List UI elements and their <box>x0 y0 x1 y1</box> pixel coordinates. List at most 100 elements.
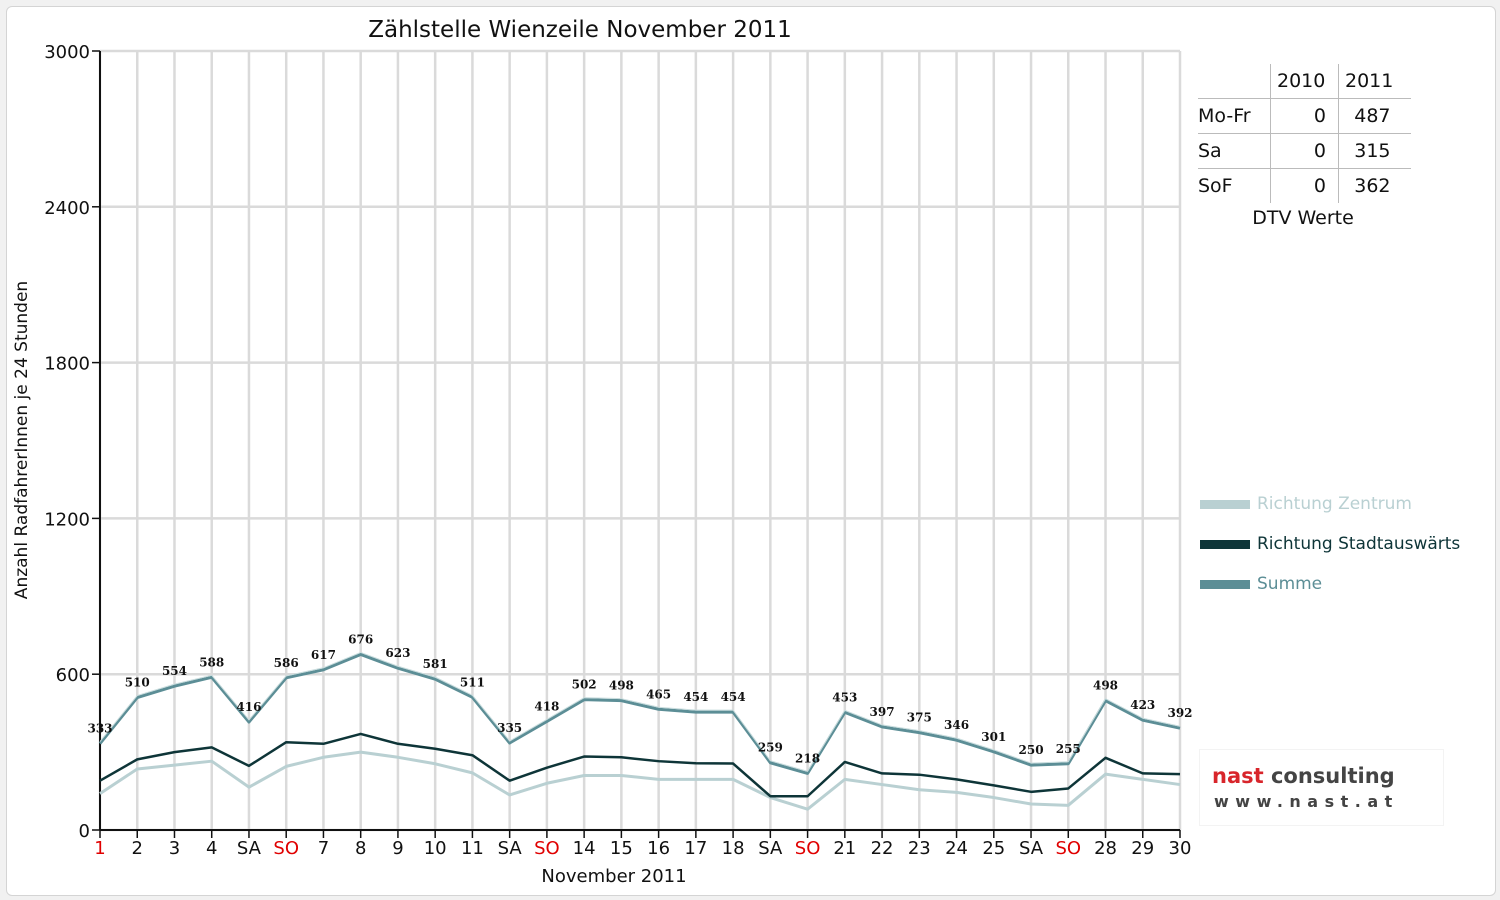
data-label: 554 <box>162 664 187 678</box>
x-tick-label: SO <box>534 838 560 859</box>
legend-item-stadtauswaerts: Richtung Stadtauswärts <box>1200 534 1460 554</box>
x-tick-label: SA <box>498 838 523 859</box>
x-axis-label: November 2011 <box>541 866 686 887</box>
logo-wordmark: nast consulting <box>1212 764 1395 788</box>
data-label: 465 <box>646 687 671 701</box>
nast-consulting-logo: nast consulting www.nast.at <box>1200 750 1443 825</box>
dtv-header-2011: 2011 <box>1338 64 1411 99</box>
dtv-row: Sa 0 315 <box>1198 133 1411 169</box>
legend-label: Richtung Zentrum <box>1257 494 1412 514</box>
dtv-value-2011: 487 <box>1338 98 1411 134</box>
data-label: 510 <box>125 676 150 690</box>
data-label: 375 <box>907 711 932 725</box>
data-label: 617 <box>311 648 336 662</box>
dtv-row-label: SoF <box>1198 168 1271 203</box>
dtv-row-label: Mo-Fr <box>1198 98 1271 134</box>
y-axis-label: Anzahl RadfahrerInnen je 24 Stunden <box>12 281 32 599</box>
x-tick-label: 2 <box>132 838 143 859</box>
x-tick-label: SA <box>237 838 262 859</box>
data-label: 218 <box>795 751 820 765</box>
x-tick-label: SO <box>273 838 299 859</box>
y-tick-label: 3000 <box>44 42 90 63</box>
data-label: 255 <box>1056 742 1081 756</box>
legend-swatch <box>1200 539 1250 549</box>
x-tick-label: 15 <box>610 838 633 859</box>
legend-label: Summe <box>1257 574 1323 594</box>
legend-swatch <box>1200 499 1250 509</box>
x-tick-label: 28 <box>1094 838 1117 859</box>
y-tick-label: 600 <box>56 665 90 686</box>
y-tick-label: 1200 <box>44 509 90 530</box>
data-label: 502 <box>572 678 597 692</box>
legend-item-zentrum: Richtung Zentrum <box>1200 494 1412 514</box>
x-tick-label: 14 <box>573 838 596 859</box>
data-label: 454 <box>721 690 746 704</box>
x-tick-label: SA <box>758 838 783 859</box>
data-label: 346 <box>944 718 969 732</box>
x-tick-label: 16 <box>647 838 670 859</box>
x-tick-label: 30 <box>1169 838 1192 859</box>
data-label: 333 <box>87 722 112 736</box>
y-tick-label: 1800 <box>44 354 90 375</box>
dtv-header-empty <box>1198 64 1271 99</box>
dtv-value-2010: 0 <box>1270 98 1339 134</box>
data-label: 301 <box>981 730 1006 744</box>
data-label: 259 <box>758 741 783 755</box>
data-label: 418 <box>534 699 559 713</box>
dtv-header-2010: 2010 <box>1270 64 1339 99</box>
series-line-2 <box>99 732 1181 798</box>
data-label: 453 <box>832 690 857 704</box>
data-label: 498 <box>609 679 634 693</box>
x-tick-label: 10 <box>424 838 447 859</box>
dtv-table: 2010 2011 Mo-Fr 0 487 Sa 0 315 SoF 0 362… <box>1198 64 1411 229</box>
data-label: 588 <box>199 655 224 669</box>
logo-url: www.nast.at <box>1214 792 1399 811</box>
data-label: 335 <box>497 721 522 735</box>
dtv-row-label: Sa <box>1198 133 1271 169</box>
dtv-caption: DTV Werte <box>1252 207 1354 229</box>
data-label: 623 <box>385 646 410 660</box>
data-label: 581 <box>423 657 448 671</box>
x-tick-label: 4 <box>206 838 217 859</box>
legend-label: Richtung Stadtauswärts <box>1257 534 1461 554</box>
y-tick-label: 0 <box>79 821 90 842</box>
x-tick-label: SA <box>1019 838 1044 859</box>
dtv-row: Mo-Fr 0 487 <box>1198 98 1411 134</box>
legend-item-summe: Summe <box>1200 574 1322 594</box>
data-label: 397 <box>870 705 895 719</box>
x-tick-label: 17 <box>684 838 707 859</box>
series-line-3 <box>98 652 1181 775</box>
data-label: 392 <box>1167 706 1192 720</box>
x-tick-label: 11 <box>461 838 484 859</box>
data-label: 416 <box>236 700 261 714</box>
dtv-value-2011: 315 <box>1338 133 1411 169</box>
x-tick-label: 25 <box>982 838 1005 859</box>
dtv-value-2011: 362 <box>1338 168 1411 203</box>
data-label: 250 <box>1019 743 1044 757</box>
data-label: 676 <box>348 632 373 646</box>
x-tick-label: 8 <box>355 838 366 859</box>
x-tick-label: 9 <box>392 838 403 859</box>
x-tick-label: 21 <box>833 838 856 859</box>
x-tick-label: 22 <box>871 838 894 859</box>
x-tick-label: 29 <box>1131 838 1154 859</box>
x-tick-label: 7 <box>318 838 329 859</box>
series-line-highlight <box>99 651 1181 772</box>
dtv-value-2010: 0 <box>1270 168 1339 203</box>
dtv-row: SoF 0 362 <box>1198 168 1411 203</box>
data-label: 454 <box>683 690 708 704</box>
data-label: 423 <box>1130 698 1155 712</box>
data-label: 586 <box>274 656 299 670</box>
y-tick-label: 2400 <box>44 198 90 219</box>
x-tick-label: 18 <box>722 838 745 859</box>
data-label: 498 <box>1093 679 1118 693</box>
chart-title: Zählstelle Wienzeile November 2011 <box>368 17 792 43</box>
data-label: 511 <box>460 675 485 689</box>
x-tick-label: SO <box>795 838 821 859</box>
x-tick-label: 24 <box>945 838 968 859</box>
x-tick-label: SO <box>1055 838 1081 859</box>
x-tick-label: 1 <box>94 838 105 859</box>
x-tick-label: 23 <box>908 838 931 859</box>
series-line-1 <box>99 750 1181 811</box>
